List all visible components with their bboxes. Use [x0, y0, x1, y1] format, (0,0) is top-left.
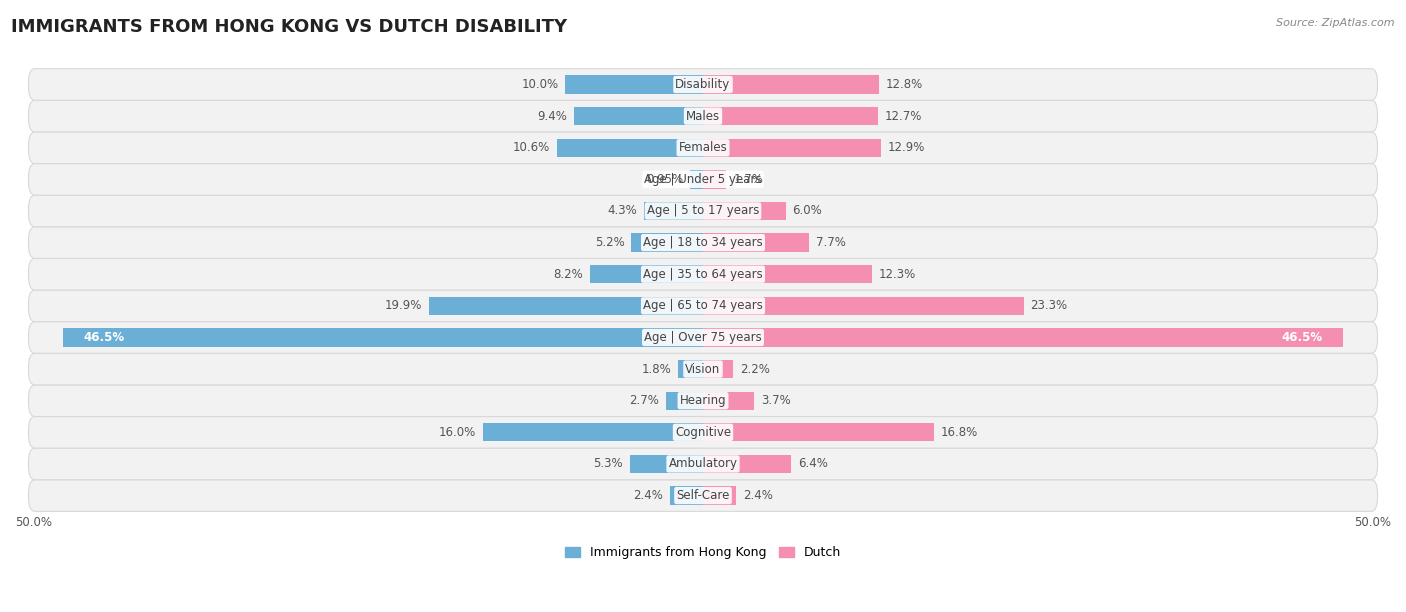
- Text: 4.3%: 4.3%: [607, 204, 637, 217]
- Text: 2.4%: 2.4%: [742, 489, 773, 502]
- Text: 3.7%: 3.7%: [761, 394, 790, 407]
- Bar: [703, 265, 872, 283]
- Bar: [703, 328, 1343, 346]
- Bar: [703, 360, 734, 378]
- Text: 10.6%: 10.6%: [513, 141, 550, 154]
- Text: 5.2%: 5.2%: [595, 236, 624, 249]
- Text: Cognitive: Cognitive: [675, 426, 731, 439]
- Text: 16.8%: 16.8%: [941, 426, 979, 439]
- FancyBboxPatch shape: [28, 132, 1378, 163]
- FancyBboxPatch shape: [28, 448, 1378, 480]
- FancyBboxPatch shape: [28, 480, 1378, 512]
- Text: 2.2%: 2.2%: [740, 362, 770, 376]
- Bar: [703, 170, 727, 188]
- Text: 12.7%: 12.7%: [884, 110, 922, 122]
- Text: Age | 65 to 74 years: Age | 65 to 74 years: [643, 299, 763, 312]
- Bar: [703, 392, 754, 410]
- Bar: [671, 487, 703, 505]
- Text: 50.0%: 50.0%: [1354, 516, 1391, 529]
- FancyBboxPatch shape: [28, 290, 1378, 322]
- Text: 12.3%: 12.3%: [879, 267, 917, 281]
- Text: Age | Under 5 years: Age | Under 5 years: [644, 173, 762, 186]
- Text: Age | Over 75 years: Age | Over 75 years: [644, 331, 762, 344]
- Bar: [690, 170, 703, 188]
- Text: 7.7%: 7.7%: [815, 236, 845, 249]
- Bar: [703, 233, 808, 252]
- Text: Age | 35 to 64 years: Age | 35 to 64 years: [643, 267, 763, 281]
- Bar: [565, 75, 703, 94]
- Bar: [666, 392, 703, 410]
- Text: 10.0%: 10.0%: [522, 78, 558, 91]
- Text: 1.7%: 1.7%: [734, 173, 763, 186]
- FancyBboxPatch shape: [28, 353, 1378, 385]
- Bar: [703, 138, 880, 157]
- Text: 46.5%: 46.5%: [84, 331, 125, 344]
- Bar: [591, 265, 703, 283]
- Text: Age | 18 to 34 years: Age | 18 to 34 years: [643, 236, 763, 249]
- Text: Hearing: Hearing: [679, 394, 727, 407]
- Bar: [631, 233, 703, 252]
- FancyBboxPatch shape: [28, 69, 1378, 100]
- Text: Source: ZipAtlas.com: Source: ZipAtlas.com: [1277, 18, 1395, 28]
- Text: Females: Females: [679, 141, 727, 154]
- Bar: [703, 75, 879, 94]
- Legend: Immigrants from Hong Kong, Dutch: Immigrants from Hong Kong, Dutch: [560, 541, 846, 564]
- FancyBboxPatch shape: [28, 100, 1378, 132]
- Text: 9.4%: 9.4%: [537, 110, 567, 122]
- FancyBboxPatch shape: [28, 385, 1378, 417]
- Text: 16.0%: 16.0%: [439, 426, 477, 439]
- FancyBboxPatch shape: [28, 322, 1378, 353]
- Bar: [63, 328, 703, 346]
- FancyBboxPatch shape: [28, 195, 1378, 227]
- Text: 5.3%: 5.3%: [593, 457, 623, 471]
- Bar: [678, 360, 703, 378]
- FancyBboxPatch shape: [28, 163, 1378, 195]
- Text: 46.5%: 46.5%: [1281, 331, 1322, 344]
- Text: 50.0%: 50.0%: [15, 516, 52, 529]
- Bar: [429, 297, 703, 315]
- Text: 0.95%: 0.95%: [645, 173, 683, 186]
- Text: 6.4%: 6.4%: [799, 457, 828, 471]
- FancyBboxPatch shape: [28, 258, 1378, 290]
- Text: 12.8%: 12.8%: [886, 78, 924, 91]
- Text: Age | 5 to 17 years: Age | 5 to 17 years: [647, 204, 759, 217]
- Bar: [703, 423, 934, 441]
- Bar: [557, 138, 703, 157]
- FancyBboxPatch shape: [28, 417, 1378, 448]
- Text: Self-Care: Self-Care: [676, 489, 730, 502]
- Text: 12.9%: 12.9%: [887, 141, 925, 154]
- Bar: [703, 107, 877, 125]
- Bar: [703, 202, 786, 220]
- Text: Disability: Disability: [675, 78, 731, 91]
- Text: Males: Males: [686, 110, 720, 122]
- Text: 1.8%: 1.8%: [641, 362, 671, 376]
- Text: IMMIGRANTS FROM HONG KONG VS DUTCH DISABILITY: IMMIGRANTS FROM HONG KONG VS DUTCH DISAB…: [11, 18, 568, 36]
- Text: 2.7%: 2.7%: [628, 394, 659, 407]
- Bar: [574, 107, 703, 125]
- Text: Ambulatory: Ambulatory: [668, 457, 738, 471]
- Bar: [482, 423, 703, 441]
- Text: 23.3%: 23.3%: [1031, 299, 1067, 312]
- Text: Vision: Vision: [685, 362, 721, 376]
- Bar: [644, 202, 703, 220]
- Text: 8.2%: 8.2%: [554, 267, 583, 281]
- Bar: [630, 455, 703, 473]
- Text: 6.0%: 6.0%: [793, 204, 823, 217]
- Bar: [703, 297, 1024, 315]
- FancyBboxPatch shape: [28, 227, 1378, 258]
- Text: 2.4%: 2.4%: [633, 489, 664, 502]
- Bar: [703, 455, 792, 473]
- Text: 19.9%: 19.9%: [385, 299, 422, 312]
- Bar: [703, 487, 735, 505]
